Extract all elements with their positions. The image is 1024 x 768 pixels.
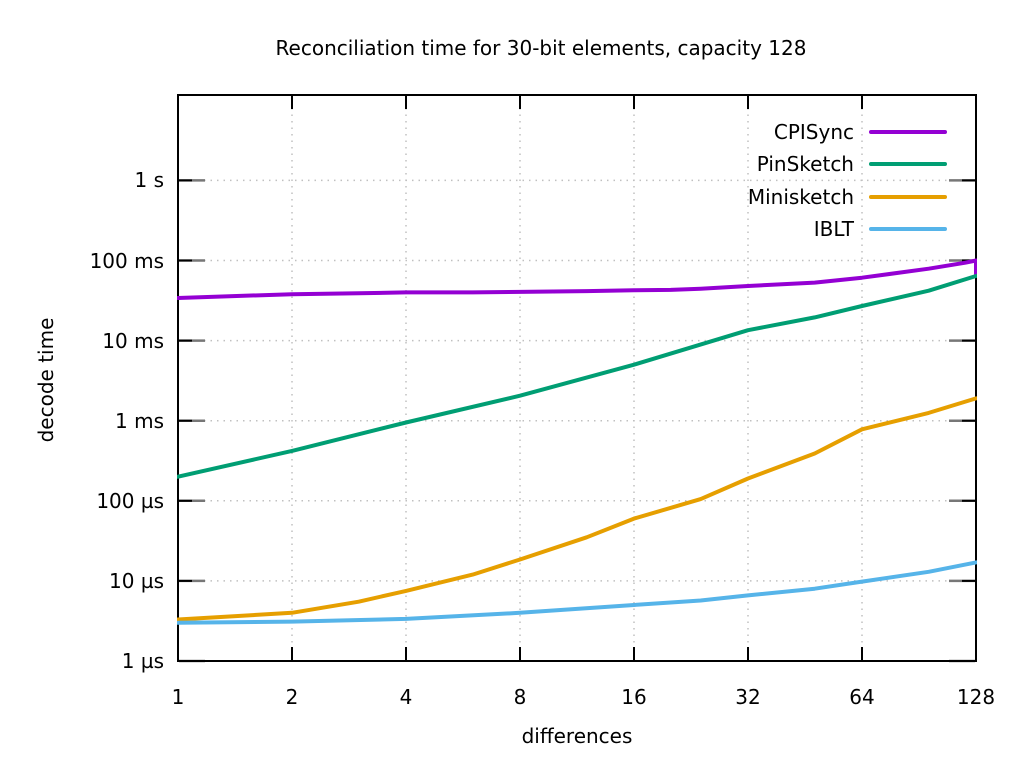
legend-line-swatch bbox=[869, 227, 947, 232]
x-tick-label: 4 bbox=[399, 685, 413, 709]
y-tick-label: 100 ms bbox=[89, 248, 164, 273]
series-line-minisketch bbox=[177, 396, 977, 622]
legend-entry-pinsketch: PinSketch bbox=[757, 151, 947, 177]
legend-label: PinSketch bbox=[756, 152, 854, 177]
legend-entry-cpisync: CPISync bbox=[774, 119, 947, 145]
y-tick-label: 100 µs bbox=[96, 488, 164, 513]
x-axis-label: differences bbox=[521, 724, 633, 748]
x-tick-label: 8 bbox=[513, 685, 527, 709]
series-line-pinsketch bbox=[177, 274, 977, 479]
legend-label: CPISync bbox=[773, 120, 854, 144]
legend-line-swatch bbox=[869, 162, 947, 167]
legend-label: IBLT bbox=[813, 217, 854, 242]
y-tick-label: 10 ms bbox=[102, 328, 164, 353]
series-line-cpisync bbox=[177, 258, 977, 300]
x-tick-label: 32 bbox=[735, 685, 761, 709]
legend-entry-iblt: IBLT bbox=[814, 216, 947, 242]
x-tick-label: 64 bbox=[849, 685, 875, 709]
plot-border bbox=[177, 94, 977, 662]
legend-line-swatch bbox=[869, 130, 947, 134]
x-tick-label: 2 bbox=[285, 685, 299, 709]
y-tick-label: 1 µs bbox=[121, 649, 164, 673]
series-line-iblt bbox=[177, 560, 977, 625]
x-tick-label: 128 bbox=[956, 685, 996, 709]
x-tick-label: 16 bbox=[621, 685, 647, 709]
legend-entry-minisketch: Minisketch bbox=[748, 184, 947, 210]
y-tick-label: 10 µs bbox=[109, 568, 164, 593]
x-tick-label: 1 bbox=[171, 685, 185, 709]
chart-title: Reconciliation time for 30-bit elements,… bbox=[275, 36, 807, 60]
legend-label: Minisketch bbox=[747, 184, 854, 209]
y-tick-label: 1 ms bbox=[115, 408, 164, 433]
y-tick-label: 1 s bbox=[134, 168, 164, 193]
legend-line-swatch bbox=[869, 194, 947, 199]
